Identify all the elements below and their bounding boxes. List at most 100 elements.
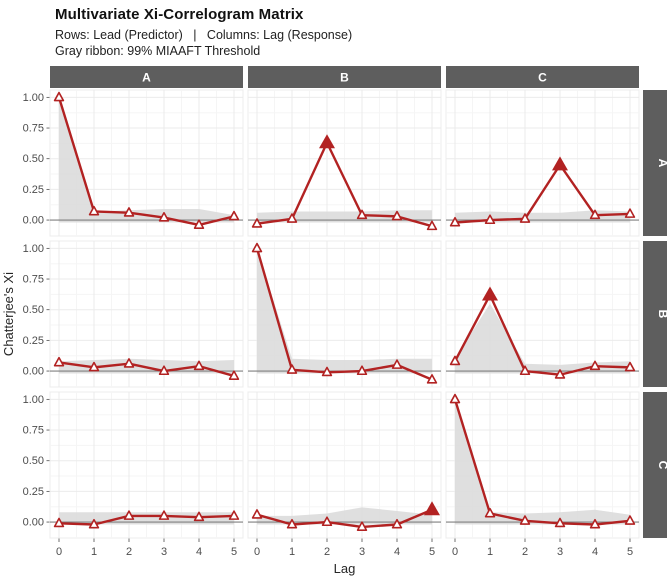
- x-tick-label: 2: [324, 546, 330, 558]
- x-tick-label: 0: [254, 546, 260, 558]
- xi-marker: [228, 370, 240, 380]
- x-tick-label: 4: [592, 546, 598, 558]
- page-title: Multivariate Xi-Correlogram Matrix: [55, 6, 304, 23]
- xi-line: [453, 293, 632, 376]
- xi-marker: [589, 360, 601, 371]
- x-tick-label: 5: [429, 546, 435, 558]
- xi-marker: [228, 210, 240, 221]
- correlogram-matrix-chart: A B C A B C 1.00 0.75 0.50 0.25 0.00 1.00 0.75 0.50 0.…: [0, 64, 672, 576]
- xi-marker-significant: [482, 286, 498, 301]
- xi-marker: [624, 361, 636, 372]
- xi-marker: [519, 515, 531, 525]
- chart-subtitle-ribbon: Gray ribbon: 99% MIAAFT Threshold: [55, 44, 261, 59]
- x-tick-label: 4: [394, 546, 400, 558]
- y-tick-label: 1.00: [23, 394, 44, 406]
- x-tick-label: 1: [487, 546, 493, 558]
- xi-marker: [426, 220, 438, 231]
- xi-marker-significant: [424, 501, 440, 516]
- xi-marker: [123, 207, 135, 217]
- panel-B-A: [49, 240, 244, 388]
- xi-marker: [193, 219, 205, 229]
- xi-marker: [589, 209, 601, 220]
- row-strip-C: C: [643, 392, 670, 538]
- xi-marker: [228, 510, 240, 520]
- x-tick-label: 0: [56, 546, 62, 558]
- xi-marker: [554, 517, 566, 528]
- xi-line: [57, 361, 236, 378]
- xi-marker: [484, 214, 496, 225]
- xi-line: [255, 508, 434, 529]
- x-tick-label: 1: [289, 546, 295, 558]
- xi-marker: [449, 216, 461, 227]
- xi-marker: [426, 374, 438, 384]
- y-tick-label: 0.75: [23, 274, 44, 286]
- xi-marker: [321, 516, 333, 527]
- xi-line: [57, 514, 236, 526]
- xi-marker: [286, 213, 298, 223]
- x-tick-label: 0: [452, 546, 458, 558]
- row-strip-label: C: [656, 461, 670, 470]
- xi-marker: [484, 507, 496, 518]
- threshold-ribbon: [59, 97, 234, 223]
- panel-A-B: [247, 89, 442, 237]
- chart-header: Multivariate Xi-Correlogram Matrix Rows:…: [55, 6, 352, 60]
- row-strip-A: A: [643, 90, 670, 236]
- y-tick-label: 0.50: [23, 455, 44, 467]
- x-tick-label: 2: [126, 546, 132, 558]
- xi-marker: [286, 364, 298, 374]
- panel-B-B: [247, 240, 442, 388]
- threshold-ribbon: [455, 399, 630, 525]
- y-tick-label: 0.50: [23, 153, 44, 165]
- y-tick-label: 0.25: [23, 335, 44, 347]
- chart-canvas: A B C A B C 1.00 0.75 0.50 0.25 0.00 1.00 0.75 0.50 0.…: [1, 66, 670, 576]
- col-strip-label: B: [340, 71, 349, 85]
- xi-line: [255, 141, 434, 228]
- xi-marker: [356, 521, 368, 531]
- xi-marker: [123, 358, 135, 368]
- xi-marker: [251, 242, 263, 253]
- xi-marker: [554, 369, 566, 379]
- xi-marker: [519, 213, 531, 223]
- xi-marker: [356, 365, 368, 376]
- xi-marker: [158, 211, 170, 222]
- panel-A-C: [445, 89, 640, 237]
- x-tick-label: 4: [196, 546, 202, 558]
- xi-line: [453, 398, 632, 526]
- threshold-ribbon: [257, 507, 432, 525]
- xi-marker: [391, 359, 403, 369]
- panel-A-A: [49, 89, 244, 237]
- xi-marker: [519, 365, 531, 376]
- threshold-ribbon: [257, 210, 432, 223]
- x-tick-label: 3: [557, 546, 563, 558]
- y-tick-label: 0.25: [23, 184, 44, 196]
- xi-marker: [193, 511, 205, 522]
- xi-marker: [193, 360, 205, 371]
- xi-marker: [449, 393, 461, 404]
- xi-marker: [158, 510, 170, 520]
- chart-subtitle-facets: Rows: Lead (Predictor) | Columns: Lag (R…: [55, 28, 353, 42]
- xi-marker: [53, 91, 65, 102]
- panel-C-A: [49, 391, 244, 539]
- xi-line: [453, 163, 632, 224]
- xi-marker: [321, 366, 333, 377]
- xi-marker: [624, 208, 636, 218]
- y-tick-label: 0.75: [23, 123, 44, 135]
- x-tick-label: 2: [522, 546, 528, 558]
- xi-marker: [53, 517, 65, 528]
- y-tick-label: 1.00: [23, 243, 44, 255]
- col-strip-A: A: [50, 66, 243, 88]
- xi-marker: [391, 210, 403, 221]
- y-axis-title: Chatterjee's Xi: [1, 272, 16, 356]
- xi-marker: [123, 510, 135, 520]
- x-tick-label: 5: [627, 546, 633, 558]
- xi-marker: [286, 518, 298, 529]
- row-strip-label: A: [656, 159, 670, 168]
- xi-marker: [53, 356, 65, 367]
- y-tick-label: 0.50: [23, 304, 44, 316]
- x-tick-label: 5: [231, 546, 237, 558]
- xi-marker: [356, 209, 368, 220]
- xi-marker: [88, 518, 100, 529]
- xi-line: [57, 96, 236, 227]
- panel-C-C: [445, 391, 640, 539]
- xi-marker: [251, 218, 263, 228]
